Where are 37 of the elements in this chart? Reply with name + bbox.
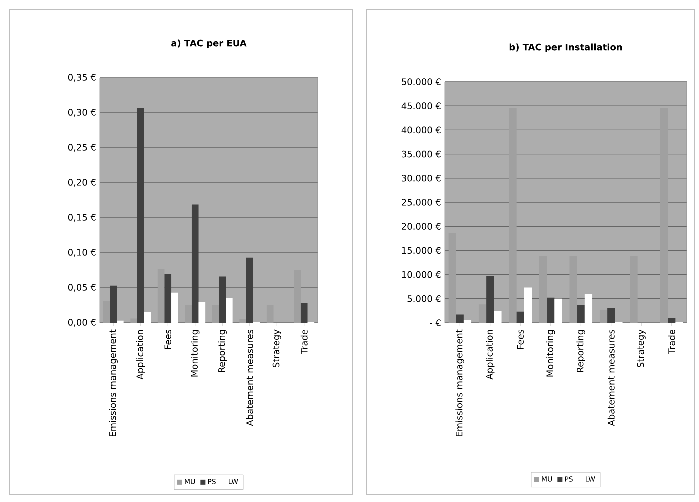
y-tick-label: 10.000 € [402,271,441,278]
x-tick-label: Emissions management [109,330,118,437]
y-tick-label: 30.000 € [402,174,441,182]
x-tick-label: Trade [300,330,308,354]
x-tick-label: Abatement measures [246,330,254,426]
chart-title: b) TAC per Installation [510,44,622,52]
x-tick-label: Application [486,330,495,380]
y-tick-label: 0,35 € [68,74,96,82]
x-tick-label: Monitoring [546,330,556,377]
y-tick-label: 0,20 € [68,179,96,187]
y-tick-label: 45.000 € [402,102,441,110]
x-tick-label: Fees [517,330,524,350]
y-tick-label: 0,05 € [68,284,96,292]
y-tick-label: 35.000 € [402,150,441,158]
x-tick-label: Abatement measures [608,330,615,426]
y-tick-label: 0,30 € [68,109,96,117]
x-tick-label: Fees [164,330,172,350]
x-tick-label: Monitoring [191,330,200,377]
x-tick-label: Trade [668,330,676,354]
x-tick-label: Strategy [272,330,282,368]
x-tick-label: Strategy [637,330,646,368]
y-tick-label: 40.000 € [402,126,441,134]
x-tick-label: Application [136,330,146,380]
x-tick-label: Reporting [218,330,227,372]
y-tick-label: 20.000 € [402,223,441,230]
y-tick-label: 0,00 € [68,319,96,327]
y-tick-label: 25.000 € [402,199,441,206]
y-tick-label: - € [430,320,441,326]
y-tick-label: 0,10 € [68,249,96,257]
x-tick-label: Reporting [576,330,586,372]
y-tick-label: 0,25 € [68,144,96,152]
y-tick-label: 50.000 € [402,78,441,86]
chart-title: a) TAC per EUA [172,40,247,48]
y-tick-label: 15.000 € [402,247,441,254]
y-tick-label: 0,15 € [68,214,96,222]
y-tick-label: 5.000 € [408,295,441,302]
x-tick-label: Emissions management [456,330,464,437]
